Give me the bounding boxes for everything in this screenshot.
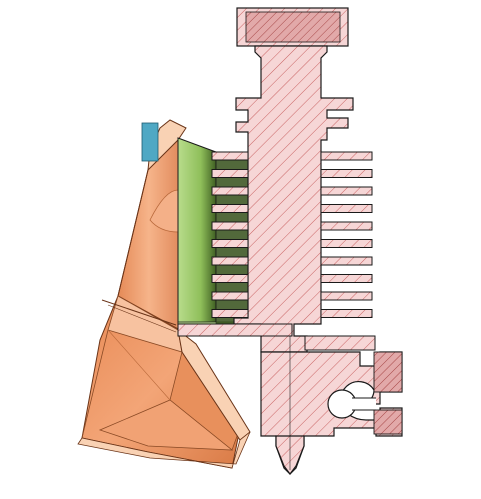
fin-left bbox=[211, 274, 249, 283]
fin-left bbox=[211, 186, 249, 196]
shroud-lower-facet-c bbox=[98, 399, 234, 451]
fin-left bbox=[211, 169, 249, 178]
fin-right bbox=[320, 274, 373, 283]
heatsink-core bbox=[233, 45, 354, 353]
bottom-plate-left bbox=[177, 323, 293, 337]
fin-right bbox=[320, 239, 373, 248]
hotend-section bbox=[177, 7, 403, 475]
fin-right bbox=[320, 221, 373, 231]
fin-left bbox=[211, 239, 249, 248]
fin-left bbox=[211, 256, 249, 266]
fin-right bbox=[320, 169, 373, 178]
fin-right bbox=[320, 186, 373, 196]
fan-shroud bbox=[77, 119, 251, 469]
fin-right bbox=[320, 204, 373, 213]
fan-blue-block bbox=[141, 122, 159, 162]
fin-left bbox=[211, 309, 249, 318]
fin-left bbox=[211, 151, 249, 161]
heater-thread-lower bbox=[373, 409, 403, 435]
fin-right bbox=[320, 256, 373, 266]
fin-left bbox=[211, 204, 249, 213]
shroud-bottom-lip bbox=[77, 431, 251, 469]
fin-right bbox=[320, 151, 373, 161]
fin-right bbox=[320, 291, 373, 301]
fin-right bbox=[320, 309, 373, 318]
heatsink-fins-right bbox=[320, 151, 373, 318]
heatsink-side-view bbox=[177, 137, 261, 331]
heater-thread-upper bbox=[373, 351, 403, 393]
heatsink-fins-left bbox=[211, 151, 249, 318]
fin-left bbox=[211, 291, 249, 301]
fin-left bbox=[211, 221, 249, 231]
